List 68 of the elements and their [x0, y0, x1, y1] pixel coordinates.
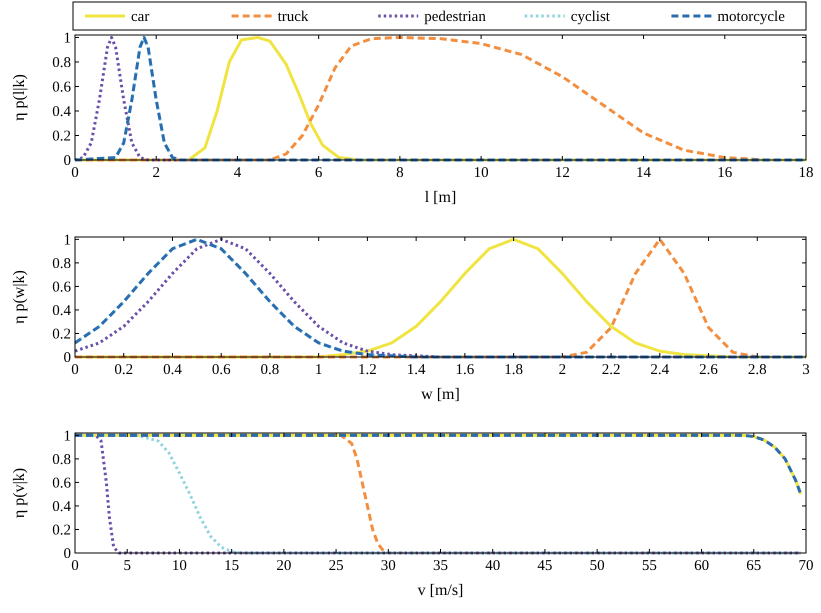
y-axis-title: η p(l|k)	[11, 74, 28, 121]
y-tick-label: 0.8	[52, 256, 71, 272]
x-tick-label: 1.4	[406, 362, 426, 378]
y-tick-label: 0.2	[52, 522, 71, 538]
x-tick-label: 1.8	[504, 362, 523, 378]
x-tick-label: 65	[746, 558, 762, 574]
x-tick-label: 1.2	[358, 362, 377, 378]
x-tick-label: 4	[234, 165, 242, 181]
legend-label: cyclist	[570, 9, 611, 25]
x-tick-label: 55	[642, 558, 657, 574]
x-tick-label: 5	[123, 558, 131, 574]
y-tick-label: 1	[64, 30, 71, 46]
x-tick-label: 2.8	[748, 362, 767, 378]
x-tick-label: 2	[152, 165, 160, 181]
x-tick-label: 0.8	[260, 362, 280, 378]
y-tick-label: 0.8	[52, 54, 71, 71]
y-tick-label: 0.2	[52, 128, 71, 144]
y-tick-label: 0.6	[52, 279, 72, 296]
x-axis-title: v [m/s]	[418, 582, 464, 599]
x-tick-label: 2	[558, 362, 566, 378]
x-tick-label: 2.4	[650, 362, 670, 378]
x-tick-label: 25	[328, 558, 344, 574]
x-tick-label: 35	[433, 558, 448, 574]
x-tick-label: 70	[798, 558, 814, 574]
legend-label: truck	[278, 9, 309, 25]
x-tick-label: 10	[172, 558, 187, 574]
y-tick-label: 0.4	[52, 302, 72, 319]
x-tick-label: 40	[485, 558, 500, 574]
x-tick-label: 45	[537, 558, 552, 574]
legend-label: motorcycle	[717, 9, 786, 25]
x-tick-label: 60	[694, 558, 710, 574]
x-tick-label: 2.2	[602, 362, 620, 378]
y-tick-label: 0	[64, 350, 71, 366]
y-tick-label: 1	[64, 428, 71, 444]
y-tick-label: 0.8	[52, 452, 71, 468]
y-axis-title: η p(w|k)	[11, 270, 28, 324]
x-tick-label: 0.4	[163, 362, 182, 378]
x-tick-label: 30	[380, 558, 396, 574]
x-tick-label: 14	[636, 165, 652, 181]
x-tick-label: 20	[276, 558, 292, 574]
y-tick-label: 0.2	[52, 326, 71, 342]
x-tick-label: 15	[224, 558, 240, 574]
x-tick-label: 1	[314, 362, 322, 378]
y-tick-label: 0	[64, 546, 71, 562]
y-axis-title: η p(v|k)	[11, 468, 28, 518]
x-tick-label: 12	[554, 165, 570, 181]
legend-label: pedestrian	[424, 9, 486, 25]
line-series	[74, 434, 802, 496]
x-tick-label: 10	[474, 165, 489, 181]
x-tick-label: 0.6	[212, 362, 232, 378]
y-tick-label: 0.6	[52, 475, 72, 492]
y-tick-label: 1	[64, 232, 71, 248]
x-tick-label: 3	[802, 362, 810, 378]
x-tick-label: 2.6	[699, 362, 718, 378]
x-tick-label: 6	[314, 165, 323, 181]
x-tick-label: 8	[396, 165, 404, 181]
x-axis-title: l [m]	[424, 189, 456, 206]
x-axis-title: w [m]	[421, 386, 460, 403]
y-tick-label: 0.4	[52, 498, 72, 515]
y-tick-label: 0	[64, 153, 71, 169]
x-tick-label: 50	[590, 558, 605, 574]
x-tick-label: 1.6	[455, 362, 475, 378]
y-tick-label: 0.4	[52, 104, 72, 120]
x-tick-label: 16	[717, 165, 733, 181]
legend-label: car	[131, 9, 150, 25]
y-tick-label: 0.6	[52, 79, 72, 96]
x-tick-label: 18	[798, 165, 814, 181]
x-tick-label: 0.2	[114, 362, 134, 378]
